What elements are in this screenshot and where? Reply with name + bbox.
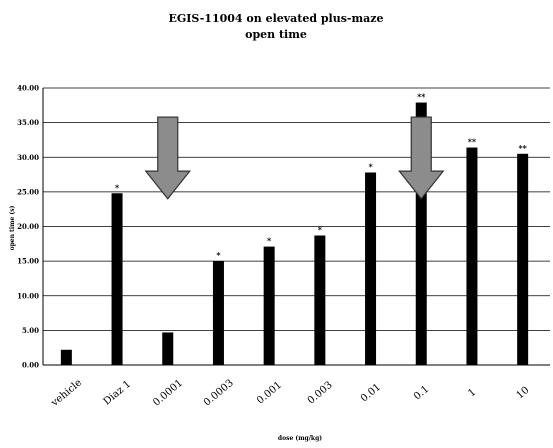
bar-0-1 [415, 102, 427, 365]
significance-marker: ** [518, 143, 527, 153]
bar-0-01 [365, 172, 377, 365]
significance-marker: * [216, 250, 221, 260]
y-tick-label: 40.00 [17, 84, 39, 93]
y-tick-label: 5.00 [22, 326, 39, 335]
y-tick-label: 20.00 [17, 222, 39, 231]
bar-0-0001 [162, 332, 174, 365]
bar-vehicle [60, 349, 72, 365]
chart-subtitle: open time [245, 28, 307, 41]
x-tick-label: 0.0001 [151, 378, 185, 409]
x-tick-labels: vehicle Diaz 1 0.0001 0.0003 0.001 0.003 0.01 0… [49, 377, 532, 409]
arrows [144, 116, 445, 200]
x-tick-label: vehicle [49, 377, 84, 409]
y-tick-label: 15.00 [17, 257, 39, 266]
gridlines [42, 87, 550, 366]
x-tick-label: Diaz 1 [102, 379, 134, 408]
y-tick-label: 0.00 [22, 361, 39, 370]
x-tick-label: 0.1 [412, 384, 431, 403]
bar-diaz-1 [111, 193, 123, 365]
significance-marker: * [115, 182, 120, 192]
y-axis-label: open time (s) [9, 205, 16, 250]
y-tick-label: 35.00 [17, 118, 39, 127]
bar-10 [517, 153, 529, 365]
x-tick-label: 0.003 [306, 380, 335, 407]
significance-marker: ** [417, 92, 426, 102]
x-tick-label: 0.0003 [202, 378, 236, 409]
y-tick-label: 10.00 [17, 291, 39, 300]
bar-0-003 [314, 235, 326, 365]
significance-marker: * [318, 225, 323, 235]
significance-marker: * [368, 161, 373, 171]
down-arrow-icon [398, 116, 445, 200]
y-tick-label: 25.00 [17, 187, 39, 196]
x-axis-label: dose (mg/kg) [278, 435, 322, 442]
bar-0-001 [263, 246, 275, 365]
significance-marker: ** [468, 137, 477, 147]
x-tick-label: 0.01 [359, 382, 383, 405]
x-tick-label: 0.001 [255, 380, 284, 407]
x-tick-label: 1 [466, 387, 478, 400]
chart-title: EGIS-11004 on elevated plus-maze [168, 12, 383, 25]
y-tick-labels: 0.00 5.00 10.00 15.00 20.00 25.00 30.00 35.00 40… [17, 84, 39, 370]
bar-0-0003 [212, 261, 224, 365]
bars: *********** [60, 92, 529, 365]
bar-1 [466, 147, 478, 365]
down-arrow-icon [144, 116, 191, 200]
y-tick-label: 30.00 [17, 153, 39, 162]
x-tick-label: 10 [515, 385, 532, 402]
significance-marker: * [267, 236, 272, 246]
